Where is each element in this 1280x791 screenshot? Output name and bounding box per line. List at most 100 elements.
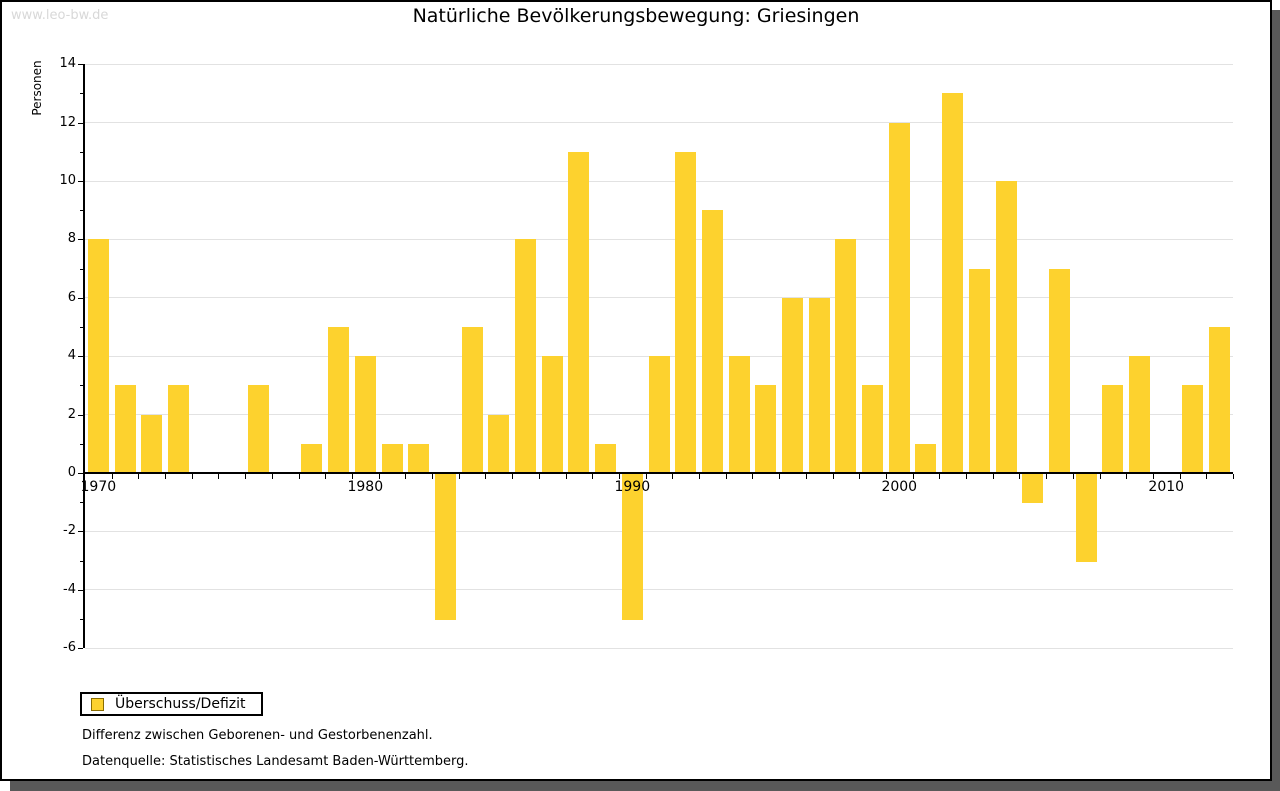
bar-1992 xyxy=(675,151,697,473)
legend: Überschuss/Defizit xyxy=(80,692,264,716)
x-axis xyxy=(83,472,1233,474)
x-year-label: 1980 xyxy=(347,479,384,495)
x-tick xyxy=(912,474,914,479)
y-tick xyxy=(78,414,83,416)
watermark: www.leo-bw.de xyxy=(11,8,109,23)
y-tick-label: 2 xyxy=(67,406,76,422)
plot-area: -6 -4 -2 0 2 4 6 8 10 12 14 1970 1980 1990 2000 2010 xyxy=(2,2,1270,779)
x-tick xyxy=(111,474,113,479)
window-shadow-right xyxy=(1272,10,1280,791)
x-tick xyxy=(138,474,140,479)
x-tick xyxy=(1072,474,1074,479)
y-tick-minor xyxy=(80,210,83,212)
y-tick-label: 8 xyxy=(67,231,76,247)
bar-2011 xyxy=(1182,385,1204,473)
legend-swatch xyxy=(91,697,104,711)
x-tick xyxy=(1046,474,1048,479)
y-tick-minor xyxy=(80,151,83,153)
y-tick-label: -4 xyxy=(63,581,76,597)
x-tick xyxy=(1179,474,1181,479)
x-tick xyxy=(939,474,941,479)
bar-1991 xyxy=(648,356,670,473)
y-tick xyxy=(78,356,83,358)
bar-1984 xyxy=(461,327,483,473)
x-tick xyxy=(966,474,968,479)
y-tick xyxy=(78,297,83,299)
y-tick-minor xyxy=(80,560,83,562)
bar-1971 xyxy=(114,385,136,473)
y-axis xyxy=(83,64,85,649)
gridline-8 xyxy=(85,238,1233,240)
x-year-label: 2010 xyxy=(1148,479,1185,495)
legend-label: Überschuss/Defizit xyxy=(115,696,246,712)
x-tick xyxy=(165,474,167,479)
bar-2001 xyxy=(915,443,937,473)
x-tick xyxy=(1233,474,1234,479)
bar-1986 xyxy=(515,239,536,473)
bar-1976 xyxy=(248,385,270,473)
bar-1978 xyxy=(301,443,323,473)
bar-1972 xyxy=(141,414,163,473)
bar-1993 xyxy=(701,210,723,473)
bar-2003 xyxy=(968,268,990,473)
bar-1987 xyxy=(541,356,563,473)
gridline--4 xyxy=(85,589,1233,591)
x-tick xyxy=(538,474,540,479)
y-tick-minor xyxy=(80,443,83,445)
y-tick-label: 14 xyxy=(59,56,76,72)
x-tick xyxy=(245,474,247,479)
x-year-label: 2000 xyxy=(881,479,918,495)
y-tick xyxy=(78,648,83,650)
x-tick xyxy=(645,474,647,479)
y-tick-minor xyxy=(80,327,83,328)
x-tick xyxy=(565,474,567,479)
bar-2005 xyxy=(1022,474,1044,504)
window-shadow-bottom xyxy=(10,781,1280,791)
y-tick-label: 10 xyxy=(59,173,76,188)
x-tick xyxy=(1152,474,1154,479)
x-tick xyxy=(405,474,407,479)
bar-1985 xyxy=(488,414,510,473)
bar-1998 xyxy=(835,239,857,473)
y-tick xyxy=(78,531,83,533)
y-tick-label: -6 xyxy=(63,640,76,656)
gridline--6 xyxy=(85,647,1233,649)
note-description: Differenz zwischen Geborenen- und Gestor… xyxy=(82,728,433,743)
y-tick-minor xyxy=(80,385,83,387)
bar-2004 xyxy=(995,181,1017,473)
x-tick xyxy=(191,474,193,479)
x-tick xyxy=(1206,474,1208,479)
x-tick xyxy=(779,474,781,479)
y-tick-minor xyxy=(80,268,83,270)
bar-1990 xyxy=(621,474,643,620)
x-tick xyxy=(1099,474,1101,479)
bar-1988 xyxy=(568,151,590,473)
y-tick xyxy=(78,589,83,591)
y-tick xyxy=(78,239,83,241)
bar-2002 xyxy=(942,93,964,473)
x-tick xyxy=(672,474,674,479)
x-tick xyxy=(592,474,594,479)
x-tick xyxy=(351,474,353,479)
bar-1973 xyxy=(167,385,189,473)
bar-2009 xyxy=(1129,356,1151,473)
y-tick-label: 12 xyxy=(59,114,76,130)
x-tick xyxy=(432,474,434,479)
bar-2000 xyxy=(888,122,910,473)
x-tick xyxy=(218,474,220,479)
gridline-14 xyxy=(85,63,1233,65)
bar-1983 xyxy=(434,474,456,620)
note-source: Datenquelle: Statistisches Landesamt Bad… xyxy=(82,754,469,769)
y-tick xyxy=(78,181,83,182)
x-tick xyxy=(1019,474,1021,479)
y-tick-label: 0 xyxy=(67,465,76,480)
y-tick xyxy=(78,473,83,474)
x-tick xyxy=(752,474,754,479)
gridline-6 xyxy=(85,297,1233,299)
x-tick xyxy=(618,474,620,479)
x-tick xyxy=(805,474,807,479)
y-tick-minor xyxy=(80,502,83,504)
bar-1970 xyxy=(87,239,109,473)
y-tick-label: 6 xyxy=(67,289,76,305)
